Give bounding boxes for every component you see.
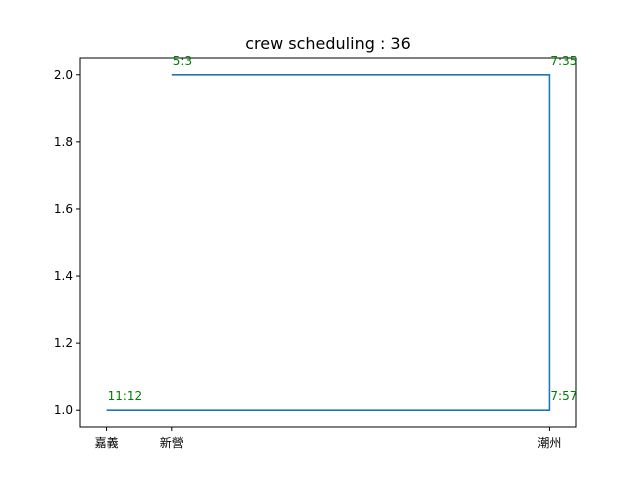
y-axis: 1.0 1.2 1.4 1.6 1.8 2.0 <box>54 68 80 417</box>
x-tick-label: 潮州 <box>537 435 561 450</box>
annotation-label: 5:3 <box>173 54 192 68</box>
y-tick-label: 1.4 <box>54 269 73 283</box>
y-tick-label: 1.2 <box>54 336 73 350</box>
annotation-label: 7:57 <box>550 389 577 403</box>
y-tick-label: 1.0 <box>54 403 73 417</box>
y-tick-label: 2.0 <box>54 68 73 82</box>
y-tick-label: 1.6 <box>54 202 73 216</box>
x-tick-label: 新營 <box>160 435 184 450</box>
plot-area <box>106 73 551 412</box>
x-axis: 嘉義 新營 潮州 <box>95 427 561 450</box>
annotation-label: 11:12 <box>108 389 143 403</box>
series-line <box>106 73 551 412</box>
annotation-label: 7:35 <box>550 54 577 68</box>
x-tick-label: 嘉義 <box>95 435 119 450</box>
chart-title: crew scheduling : 36 <box>245 34 411 53</box>
annotations: 5:3 7:35 7:57 11:12 <box>108 54 578 403</box>
axes-frame <box>79 57 577 428</box>
y-tick-label: 1.8 <box>54 135 73 149</box>
